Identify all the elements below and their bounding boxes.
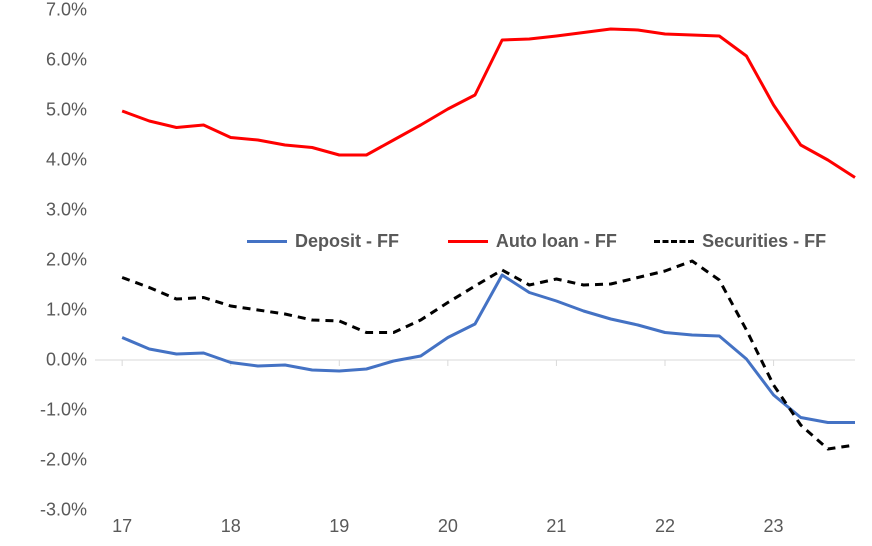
y-tick-label: 7.0%: [46, 0, 87, 21]
legend-swatch: [654, 240, 694, 243]
series-line-2: [122, 261, 855, 449]
legend-item-2: Securities - FF: [654, 231, 826, 252]
legend-label: Auto loan - FF: [496, 231, 617, 252]
legend-item-1: Auto loan - FF: [448, 231, 617, 252]
legend-swatch: [448, 240, 488, 243]
y-tick-label: 6.0%: [46, 50, 87, 71]
legend-label: Deposit - FF: [295, 231, 399, 252]
x-tick-label: 17: [112, 516, 132, 537]
y-tick-label: 2.0%: [46, 250, 87, 271]
legend-swatch: [247, 240, 287, 243]
y-tick-label: 4.0%: [46, 150, 87, 171]
x-tick-label: 19: [329, 516, 349, 537]
y-tick-label: 1.0%: [46, 300, 87, 321]
y-tick-label: 0.0%: [46, 350, 87, 371]
y-tick-label: -1.0%: [40, 400, 87, 421]
spread-line-chart: -3.0% -2.0% -1.0% 0.0% 1.0% 2.0% 3.0% 4.0% 5.0% 6…: [0, 0, 872, 546]
chart-svg: [0, 0, 872, 546]
x-tick-label: 20: [438, 516, 458, 537]
x-tick-label: 21: [546, 516, 566, 537]
y-tick-label: -2.0%: [40, 450, 87, 471]
legend-label: Securities - FF: [702, 231, 826, 252]
y-tick-label: 5.0%: [46, 100, 87, 121]
x-tick-label: 18: [221, 516, 241, 537]
series-line-1: [122, 29, 855, 178]
series-line-0: [122, 275, 855, 423]
y-tick-label: -3.0%: [40, 500, 87, 521]
x-tick-label: 23: [764, 516, 784, 537]
legend-item-0: Deposit - FF: [247, 231, 399, 252]
y-tick-label: 3.0%: [46, 200, 87, 221]
x-tick-label: 22: [655, 516, 675, 537]
